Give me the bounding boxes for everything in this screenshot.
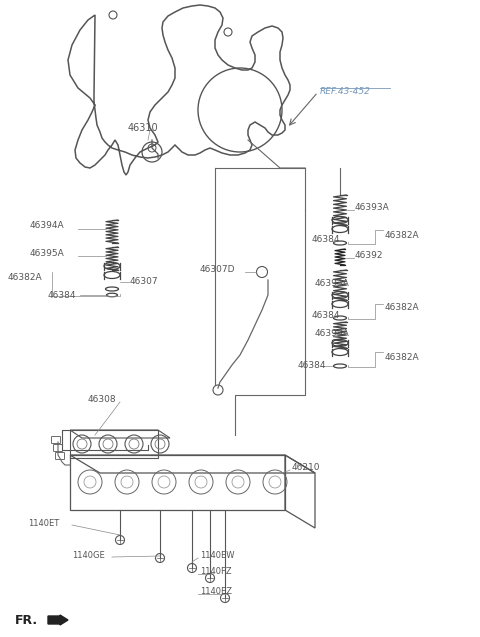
- Text: 46307: 46307: [130, 278, 158, 287]
- Text: 46384: 46384: [48, 290, 76, 299]
- Text: 46384: 46384: [298, 361, 326, 369]
- Text: 46393A: 46393A: [355, 203, 390, 211]
- Text: 46210: 46210: [292, 464, 321, 473]
- Text: 1140EW: 1140EW: [200, 552, 235, 561]
- Text: 1140EZ: 1140EZ: [200, 587, 232, 596]
- Text: 46310: 46310: [128, 123, 158, 133]
- Text: 46393A: 46393A: [315, 278, 350, 287]
- FancyArrow shape: [48, 615, 68, 625]
- Text: 46395A: 46395A: [30, 248, 65, 257]
- Text: 46382A: 46382A: [385, 303, 420, 313]
- Text: 46308: 46308: [88, 396, 117, 404]
- Text: 1140ET: 1140ET: [28, 519, 59, 527]
- Text: 46382A: 46382A: [385, 354, 420, 362]
- Text: 46394A: 46394A: [30, 222, 65, 231]
- Text: 46384: 46384: [312, 311, 340, 320]
- Text: 46307D: 46307D: [200, 266, 236, 275]
- Text: 1140FZ: 1140FZ: [200, 568, 232, 576]
- Text: 1140GE: 1140GE: [72, 550, 105, 559]
- Text: FR.: FR.: [15, 613, 38, 627]
- Text: 46382A: 46382A: [8, 273, 43, 282]
- Text: 46393A: 46393A: [315, 329, 350, 338]
- Text: 46382A: 46382A: [385, 231, 420, 241]
- Text: 46384: 46384: [312, 236, 340, 245]
- Text: 46392: 46392: [355, 252, 384, 261]
- Text: REF.43-452: REF.43-452: [320, 87, 371, 96]
